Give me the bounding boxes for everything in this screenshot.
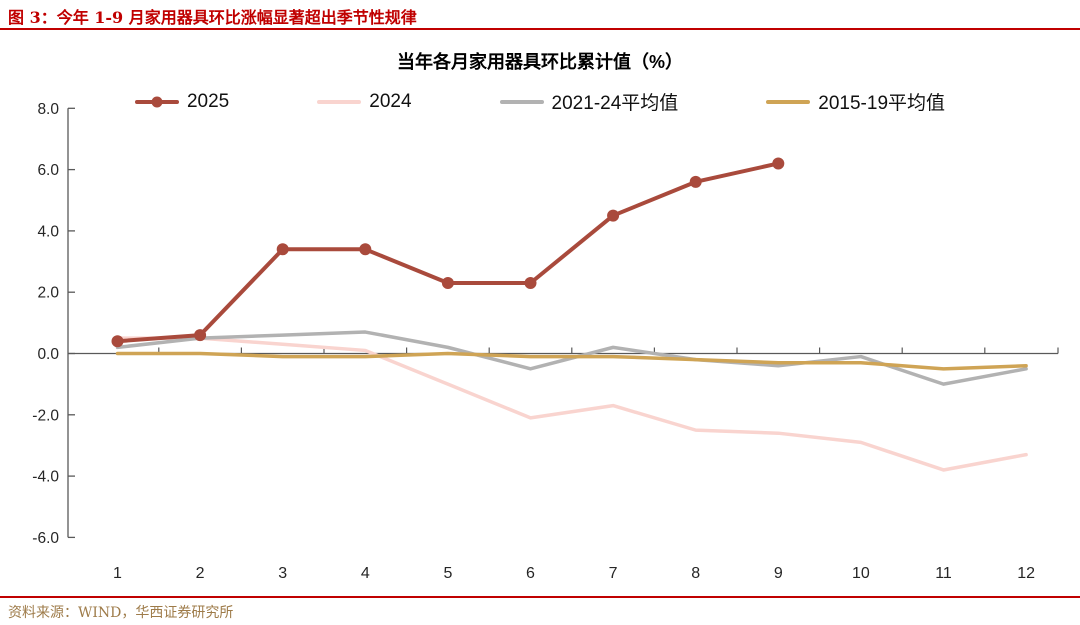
- y-axis-label: 0.0: [37, 346, 59, 363]
- x-axis-label: 5: [443, 565, 452, 582]
- data-point-2025: [607, 209, 620, 222]
- legend-label: 2024: [369, 90, 412, 112]
- legend-swatch-2024: [317, 99, 362, 104]
- legend-swatch-2015-19平均值: [766, 99, 811, 104]
- x-axis-label: 8: [691, 565, 700, 582]
- x-axis-label: 7: [609, 565, 618, 582]
- caption-divider: [0, 28, 1080, 30]
- data-point-2025: [276, 243, 289, 256]
- legend-label: 2015-19平均值: [818, 93, 946, 114]
- legend-swatch-2025: [134, 96, 179, 107]
- series-line-2025: [115, 161, 781, 344]
- series-line-2024: [115, 336, 1028, 472]
- legend-item-2015-19平均值: 2015-19平均值: [766, 88, 945, 115]
- data-point-2025: [359, 243, 372, 256]
- y-axis-label: -6.0: [32, 530, 59, 547]
- figure-caption: 图 3：今年 1-9 月家用器具环比涨幅显著超出季节性规律: [8, 8, 417, 27]
- data-point-2025: [524, 277, 537, 290]
- y-axis-label: -2.0: [32, 407, 59, 424]
- source-note: 资料来源：WIND，华西证券研究所: [8, 605, 234, 621]
- chart-legend: 2025 2024 2021-24平均值 2015-19平均值: [0, 88, 1080, 115]
- data-point-2025: [111, 335, 124, 348]
- legend-item-2021-24平均值: 2021-24平均值: [499, 88, 679, 115]
- legend-label: 2021-24平均值: [551, 93, 679, 114]
- legend-label: 2025: [186, 90, 230, 112]
- y-axis-label: 6.0: [37, 162, 59, 179]
- y-axis-label: 4.0: [37, 223, 59, 240]
- legend-marker-dot: [151, 96, 163, 107]
- x-axis-label: 4: [361, 565, 370, 582]
- legend-item-2024: 2024: [317, 90, 412, 113]
- y-axis-label: 2.0: [37, 285, 59, 302]
- legend-swatch-2021-24平均值: [499, 99, 544, 104]
- x-axis-label: 3: [278, 565, 287, 582]
- x-axis-label: 1: [113, 565, 122, 582]
- x-axis-label: 2: [196, 565, 205, 582]
- source-divider: [0, 596, 1080, 598]
- chart-title: 当年各月家用器具环比累计值（%）: [396, 52, 683, 72]
- x-axis-label: 10: [852, 565, 870, 582]
- series-line-2015-19平均值: [115, 351, 1028, 371]
- x-axis-label: 12: [1017, 565, 1035, 582]
- x-axis-label: 6: [526, 565, 535, 582]
- data-point-2025: [441, 277, 454, 290]
- legend-item-2025: 2025: [134, 90, 230, 113]
- x-axis-label: 9: [774, 565, 783, 582]
- x-axis-label: 11: [935, 565, 952, 582]
- y-axis-label: -4.0: [32, 469, 59, 486]
- data-point-2025: [689, 175, 702, 188]
- data-point-2025: [194, 329, 207, 342]
- data-point-2025: [772, 157, 785, 170]
- y-axis-label: 8.0: [37, 101, 59, 118]
